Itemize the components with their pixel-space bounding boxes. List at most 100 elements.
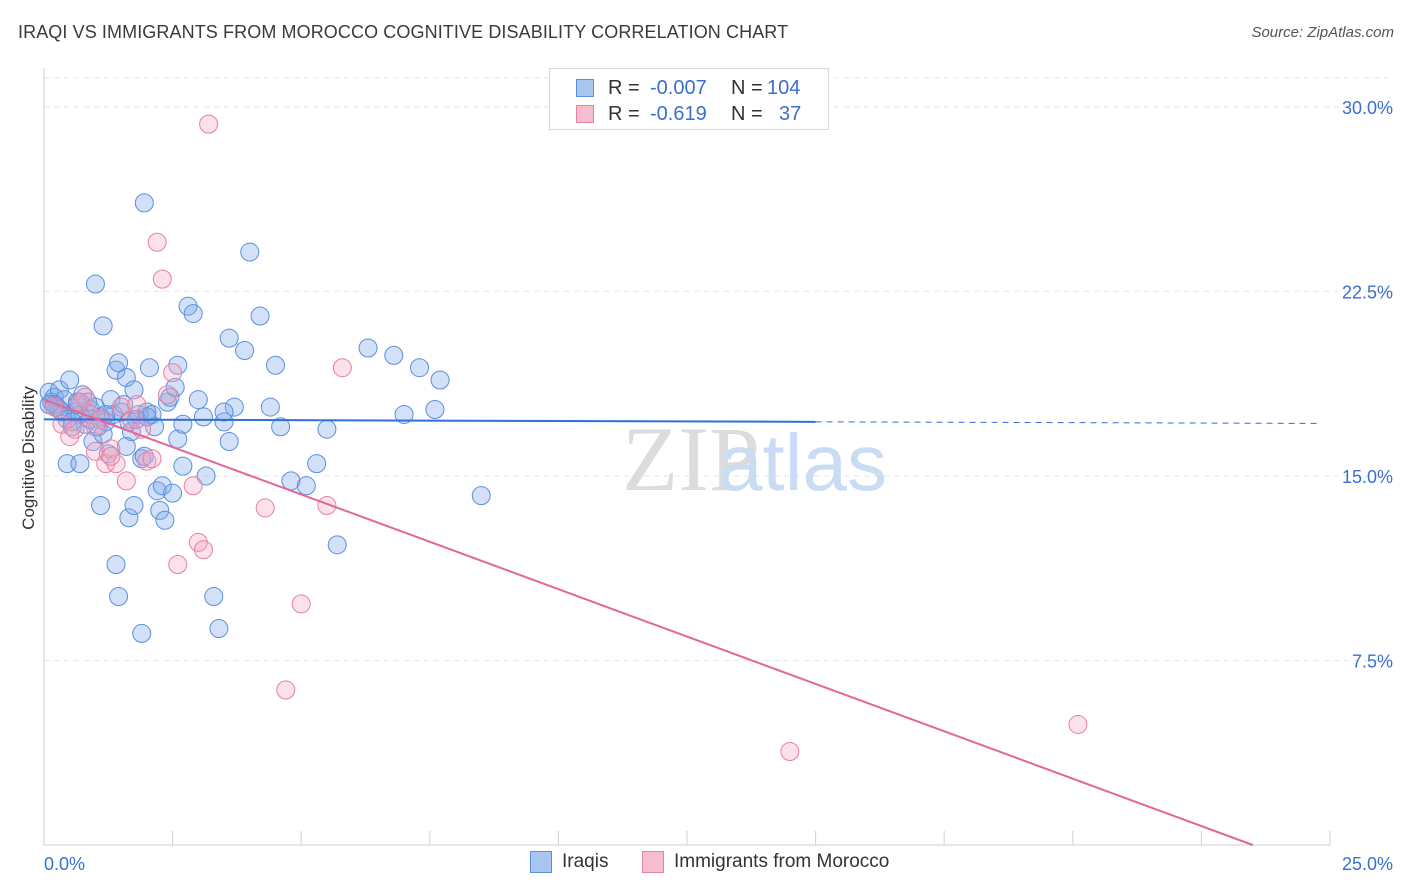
data-point [124, 495, 144, 515]
watermark: ZIP atlas [622, 408, 887, 510]
data-point [224, 397, 244, 417]
data-point [173, 414, 193, 434]
data-point [119, 508, 139, 528]
data-point [276, 680, 296, 700]
data-point [425, 400, 445, 420]
data-point [204, 587, 224, 607]
y-tick-label: 7.5% [1352, 651, 1393, 671]
data-point [250, 306, 270, 326]
data-point [193, 540, 213, 560]
legend-item-morocco[interactable]: Immigrants from Morocco [642, 851, 889, 877]
data-point [116, 436, 136, 456]
stats-legend: R = -0.007 N = 104 R = -0.619 N = 37 [549, 68, 829, 130]
data-point [332, 358, 352, 378]
data-point [116, 368, 136, 388]
data-point [219, 328, 239, 348]
n-value: 37 [779, 103, 802, 125]
x-tick-label: 0.0% [44, 854, 85, 874]
data-point [70, 392, 90, 412]
data-point [106, 555, 126, 575]
data-point [271, 417, 291, 437]
y-tick-label: 15.0% [1342, 467, 1393, 487]
data-point [188, 390, 208, 410]
data-point [137, 407, 157, 427]
data-point [235, 340, 255, 360]
data-point [317, 495, 337, 515]
data-point [163, 483, 183, 503]
data-point [317, 419, 337, 439]
data-point [214, 402, 234, 422]
y-tick-label: 30.0% [1342, 98, 1393, 118]
data-point [260, 397, 280, 417]
data-point [168, 555, 188, 575]
data-point [157, 392, 177, 412]
data-point [134, 446, 154, 466]
data-point [1068, 714, 1088, 734]
legend-label-iraqis: Iraqis [562, 851, 609, 872]
data-point [327, 535, 347, 555]
data-point [219, 432, 239, 452]
data-point [173, 456, 193, 476]
source-label: Source: ZipAtlas.com [1251, 24, 1394, 41]
r-label: R = [608, 103, 640, 125]
data-point [109, 353, 129, 373]
data-point [150, 500, 170, 520]
data-point [155, 510, 175, 530]
r-label: R = [608, 77, 640, 99]
data-point [163, 363, 183, 383]
data-point [91, 495, 111, 515]
data-point [142, 449, 162, 469]
data-point [209, 618, 229, 638]
data-point [214, 412, 234, 432]
data-point [137, 402, 157, 422]
tick-labels: 7.5% 15.0% 22.5% 30.0% 0.0% 25.0% Cognitive Di… [19, 98, 1393, 874]
data-point [196, 466, 216, 486]
r-value: -0.619 [650, 103, 707, 125]
r-value: -0.007 [650, 77, 707, 99]
legend-swatch-morocco [642, 851, 664, 873]
trend-lines [43, 398, 1320, 846]
data-point [116, 471, 136, 491]
data-point [471, 486, 491, 506]
legend-item-iraqis[interactable]: Iraqis [530, 851, 608, 877]
watermark-zip: ZIP [622, 408, 760, 510]
data-point [193, 407, 213, 427]
data-point [780, 742, 800, 762]
data-point [101, 446, 121, 466]
data-point [65, 419, 85, 439]
legend-row-iraqis: R = -0.007 N = 104 [550, 75, 828, 101]
trend-line-extension [815, 421, 1320, 424]
data-point [265, 355, 285, 375]
n-value: 104 [767, 77, 801, 99]
n-label: N = [731, 103, 763, 125]
grid-lines [44, 77, 1392, 661]
data-point [307, 454, 327, 474]
chart-title: IRAQI VS IMMIGRANTS FROM MOROCCO COGNITI… [18, 22, 789, 42]
data-point [127, 395, 147, 415]
data-point [183, 304, 203, 324]
data-point [160, 387, 180, 407]
data-point [111, 397, 131, 417]
legend-swatch-morocco [576, 105, 594, 123]
data-point [147, 232, 167, 252]
data-point [410, 358, 430, 378]
data-point [70, 454, 90, 474]
n-label: N = [731, 77, 763, 99]
data-point [106, 360, 126, 380]
data-point [101, 439, 121, 459]
data-point [101, 390, 121, 410]
x-tick-label: 25.0% [1342, 854, 1393, 874]
data-point [165, 377, 185, 397]
data-point [152, 269, 172, 289]
data-point [430, 370, 450, 390]
data-point [85, 274, 105, 294]
data-point [60, 370, 80, 390]
legend-swatch-iraqis [530, 851, 552, 873]
data-point [152, 476, 172, 496]
data-point [296, 476, 316, 496]
data-point [109, 587, 129, 607]
trend-line [43, 398, 1254, 846]
data-point [124, 380, 144, 400]
data-point [255, 498, 275, 518]
